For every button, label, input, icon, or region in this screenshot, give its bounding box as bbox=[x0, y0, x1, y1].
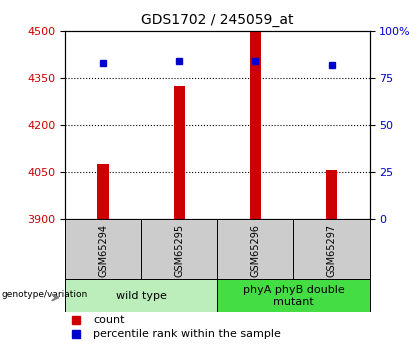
Text: GSM65296: GSM65296 bbox=[250, 224, 260, 277]
Text: phyA phyB double
mutant: phyA phyB double mutant bbox=[243, 285, 344, 307]
Text: GSM65295: GSM65295 bbox=[174, 224, 184, 277]
Text: genotype/variation: genotype/variation bbox=[1, 290, 87, 299]
Bar bbox=[97, 164, 109, 219]
Bar bbox=[326, 170, 337, 219]
Text: GSM65294: GSM65294 bbox=[98, 224, 108, 277]
Bar bbox=[173, 86, 185, 219]
Text: GSM65297: GSM65297 bbox=[326, 224, 336, 277]
Text: wild type: wild type bbox=[116, 291, 167, 301]
Title: GDS1702 / 245059_at: GDS1702 / 245059_at bbox=[141, 13, 294, 27]
Bar bbox=[250, 31, 261, 219]
Text: count: count bbox=[94, 315, 125, 325]
Text: percentile rank within the sample: percentile rank within the sample bbox=[94, 329, 281, 339]
